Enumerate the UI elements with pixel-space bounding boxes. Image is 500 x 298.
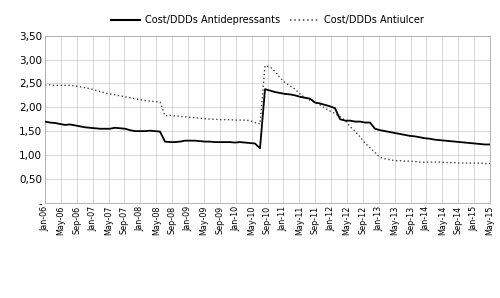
Legend: Cost/DDDs Antidepressants, Cost/DDDs Antiulcer: Cost/DDDs Antidepressants, Cost/DDDs Ant… [107,11,428,29]
